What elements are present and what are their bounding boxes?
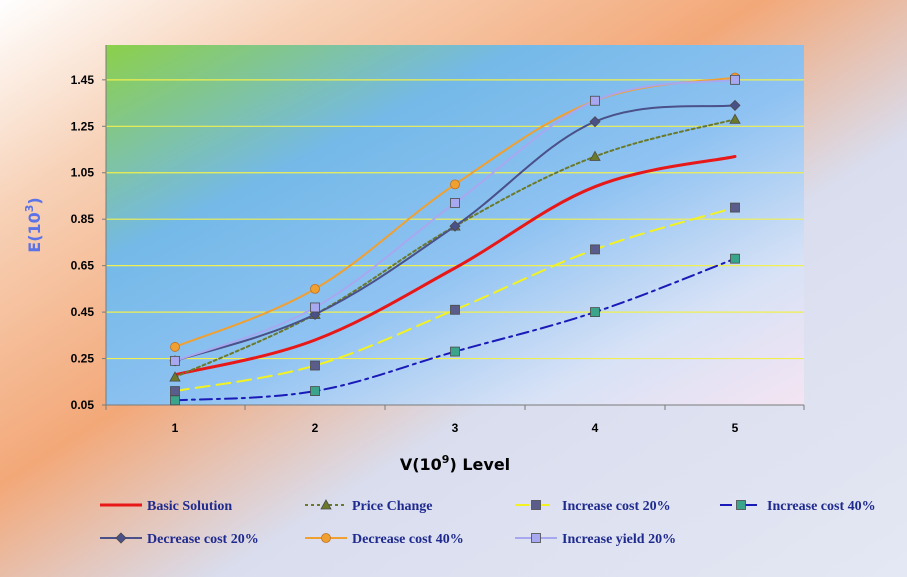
y-tick-label-7: 1.45 xyxy=(71,73,95,87)
legend-label-5: Decrease cost 40% xyxy=(352,532,464,547)
x-tick-label-0: 1 xyxy=(172,421,179,435)
series-4-point-3 xyxy=(589,116,601,128)
series-3-point-1 xyxy=(310,386,320,396)
x-tick-label-2: 3 xyxy=(452,421,459,435)
legend-item-2: Increase cost 20% xyxy=(515,499,671,514)
legend-label-6: Increase yield 20% xyxy=(562,532,676,547)
legend-item-3: Increase cost 40% xyxy=(720,499,876,514)
series-6-point-0 xyxy=(170,355,180,366)
y-tick-label-3: 0.65 xyxy=(71,259,95,273)
legend-marker-5 xyxy=(321,533,331,543)
y-tick-label-6: 1.25 xyxy=(71,119,95,133)
series-2-point-2 xyxy=(450,304,460,315)
series-6 xyxy=(170,74,740,366)
series-3 xyxy=(170,253,740,406)
series-2-point-0 xyxy=(170,386,180,396)
legend-item-6: Increase yield 20% xyxy=(515,532,676,547)
series-6-point-2 xyxy=(450,198,460,208)
series-6-point-1 xyxy=(310,302,320,313)
legend-item-4: Decrease cost 20% xyxy=(100,532,259,547)
series-0 xyxy=(173,155,737,377)
series-3-point-2 xyxy=(450,346,460,357)
series-6-point-3 xyxy=(590,95,600,106)
axes xyxy=(102,45,805,410)
series-4-point-4 xyxy=(729,99,741,111)
series-3-point-3 xyxy=(590,307,600,317)
series-6-point-4 xyxy=(730,74,740,85)
legend-item-1: Price Change xyxy=(305,499,432,514)
y-tick-label-2: 0.45 xyxy=(71,305,95,319)
tick-labels: 0.05 0.25 0.45 0.65 0.85 1.05 1.25 1.45 1 2 3 4 5 xyxy=(71,73,739,435)
series-5-point-0 xyxy=(170,342,180,352)
y-tick-label-4: 0.85 xyxy=(71,212,95,226)
series-2 xyxy=(170,202,740,396)
series-1-point-3 xyxy=(589,150,601,161)
legend-marker-3 xyxy=(736,500,746,510)
x-tick-label-4: 5 xyxy=(732,421,739,435)
y-tick-label-0: 0.05 xyxy=(71,398,95,412)
legend-label-0: Basic Solution xyxy=(147,499,232,514)
series-1-point-4 xyxy=(729,113,741,124)
series-4-point-2 xyxy=(449,220,461,232)
gridlines xyxy=(106,79,804,360)
legend-marker-4 xyxy=(115,532,127,544)
x-tick-label-1: 2 xyxy=(312,421,319,435)
series-3-point-4 xyxy=(730,253,740,264)
y-axis-title: E(103) xyxy=(23,197,44,252)
legend-label-1: Price Change xyxy=(352,499,432,514)
series-3-point-0 xyxy=(170,395,180,406)
y-tick-label-1: 0.25 xyxy=(71,352,95,366)
legend-marker-6 xyxy=(531,533,541,543)
x-axis-title: V(109) Level xyxy=(400,453,510,474)
legend-label-4: Decrease cost 20% xyxy=(147,532,259,547)
series-5-point-1 xyxy=(310,283,320,294)
legend-marker-2 xyxy=(531,500,541,510)
legend: Basic Solution Price Change Increase cost … xyxy=(100,499,876,547)
series-2-point-1 xyxy=(310,360,320,371)
x-tick-label-3: 4 xyxy=(592,421,599,435)
legend-item-5: Decrease cost 40% xyxy=(305,532,464,547)
legend-label-2: Increase cost 20% xyxy=(562,499,671,514)
y-tick-label-5: 1.05 xyxy=(71,166,95,180)
legend-marker-1 xyxy=(320,499,332,510)
legend-label-3: Increase cost 40% xyxy=(767,499,876,514)
series-lines xyxy=(169,72,741,406)
series-1-point-0 xyxy=(169,371,181,382)
legend-item-0: Basic Solution xyxy=(100,499,232,514)
series-line-0 xyxy=(173,155,737,377)
series-2-point-3 xyxy=(590,244,600,255)
series-2-point-4 xyxy=(730,202,740,213)
series-5-point-2 xyxy=(450,179,460,190)
